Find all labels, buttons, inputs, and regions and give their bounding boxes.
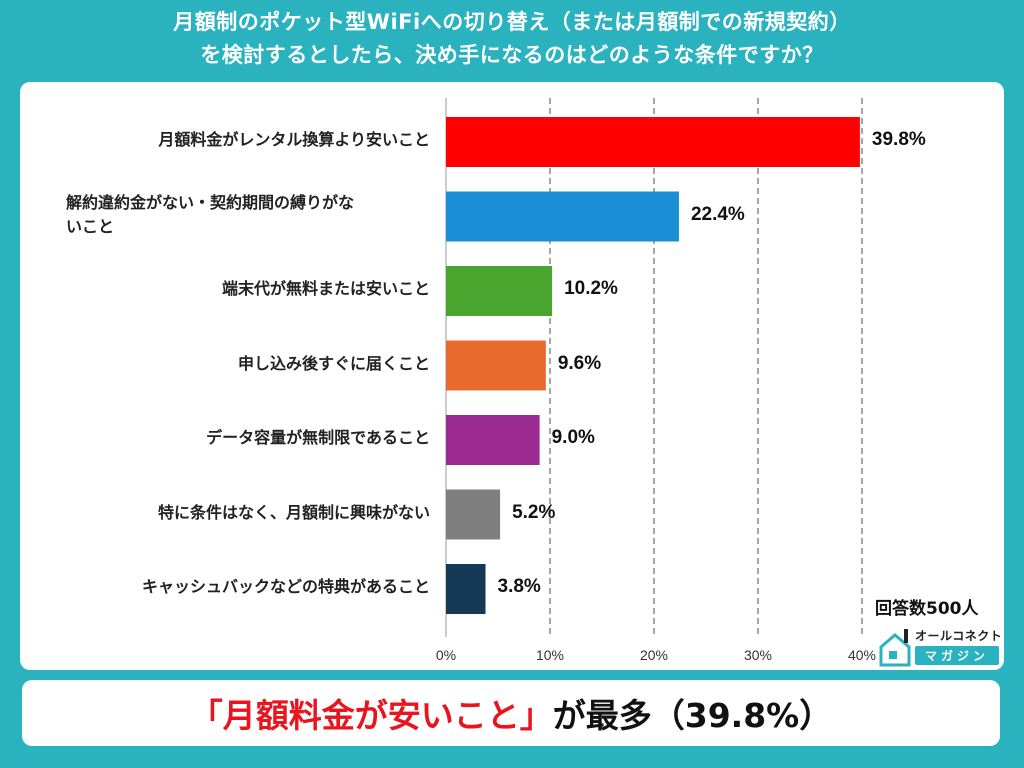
x-tick-label: 20% [639, 647, 669, 663]
category-label: キャッシュバックなどの特典があること [20, 575, 430, 599]
category-label: 特に条件はなく、月額制に興味がない [20, 501, 430, 525]
category-label-line: 申し込み後すぐに届くこと [237, 353, 430, 373]
category-label-line: 月額料金がレンタル換算より安いこと [158, 130, 430, 149]
category-label-line: 特に条件はなく、月額制に興味がない [157, 502, 430, 522]
x-tick-label: 30% [743, 647, 773, 663]
x-tick-label: 40% [847, 647, 877, 663]
bar [446, 489, 501, 540]
bar-value-label: 10.2% [564, 278, 618, 299]
logo-text-top: オールコネクト [915, 629, 1003, 643]
x-tick-label: 0% [435, 647, 457, 663]
category-label-line: 解約違約金がない・契約期間の縛りがな [66, 192, 355, 212]
bar [446, 117, 860, 167]
bar [446, 266, 553, 316]
logo: オールコネクト マガジン [877, 627, 1017, 669]
house-logo-icon [879, 629, 911, 667]
x-tick-label: 10% [535, 647, 565, 663]
category-label-line: データ容量が無制限であること [206, 428, 430, 447]
category-label: 申し込み後すぐに届くこと [20, 352, 430, 376]
category-label-line: キャッシュバックなどの特典があること [141, 577, 430, 596]
bar-value-label: 39.8% [871, 129, 926, 150]
summary-banner: 「月額料金が安いこと」が最多（39.8%） [22, 680, 1000, 746]
bar-value-label: 3.8% [497, 576, 541, 597]
bar [446, 340, 546, 391]
bar-chart [445, 98, 863, 637]
category-label: 月額料金がレンタル換算より安いこと [20, 128, 430, 152]
chart-title: 月額制のポケット型WiFiへの切り替え（または月額制での新規契約） を検討すると… [0, 0, 1024, 82]
title-line-2: を検討するとしたら、決め手になるのはどのような条件ですか？ [200, 43, 824, 67]
category-label: 解約違約金がない・契約期間の縛りがな いこと [66, 191, 436, 239]
bar [446, 564, 486, 614]
category-label: データ容量が無制限であること [20, 426, 430, 450]
category-label-line: いこと [66, 216, 115, 236]
title-line-1: 月額制のポケット型WiFiへの切り替え（または月額制での新規契約） [173, 10, 851, 34]
category-label-line: 端末代が無料または安いこと [221, 279, 430, 298]
bar-value-label: 22.4% [690, 203, 745, 225]
bar-value-label: 5.2% [512, 501, 556, 523]
banner-rest: が最多（39.8%） [552, 696, 833, 735]
bar-value-label: 9.6% [557, 352, 602, 374]
logo-text-bottom: マガジン [915, 646, 1000, 665]
chart-panel: 0% 10% 20% 30% 40% 39.8% 月額料金がレンタル換算より安いこと 22.4… [20, 82, 1004, 670]
category-label: 端末代が無料または安いこと [20, 277, 430, 301]
bar [446, 191, 679, 242]
bar-value-label: 9.0% [551, 427, 595, 448]
banner-text: 「月額料金が安いこと」が最多（39.8%） [190, 689, 833, 737]
respondent-count: 回答数500人 [875, 599, 979, 619]
banner-highlight: 「月額料金が安いこと」 [189, 696, 553, 735]
bar [446, 415, 540, 465]
